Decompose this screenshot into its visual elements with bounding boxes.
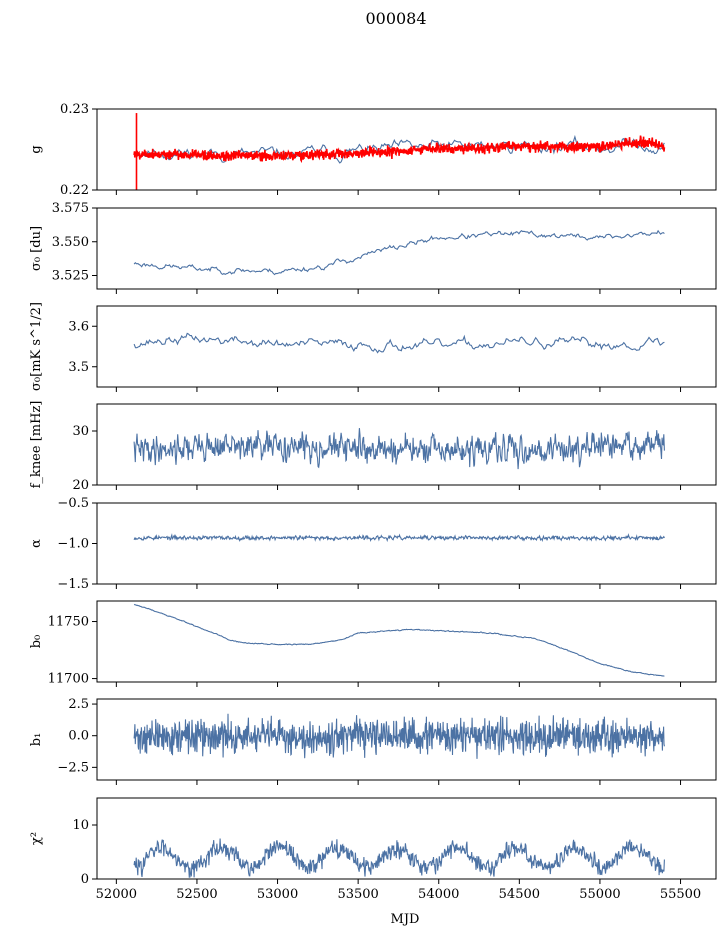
- y-tick-label-fknee: 30: [72, 424, 89, 439]
- y-axis-label-chi2: χ²: [29, 832, 44, 845]
- panel-sigma0-du: 3.525 3.550 3.575 σ₀ [du]: [29, 201, 717, 294]
- panel-sigma0-mk: 3.5 3.6 σ₀[mK s^1/2]: [29, 302, 717, 392]
- axes-frame-b1: [96, 698, 717, 781]
- y-axis-label-alpha: α: [29, 539, 44, 548]
- y-axis-label-fknee: f_knee [mHz]: [29, 401, 44, 489]
- y-tick-label-b1: 0.0: [68, 729, 89, 744]
- y-tick-label-sigma0-du: 3.575: [52, 201, 89, 216]
- y-tick-label-sigma0-du: 3.525: [52, 269, 89, 284]
- series-line-g-0: [133, 134, 665, 164]
- panel-alpha: −1.5 −1.0 −0.5 α: [29, 496, 717, 592]
- y-axis-label-sigma0-mk: σ₀[mK s^1/2]: [29, 302, 44, 391]
- panel-chi2: 0 10 χ²: [29, 797, 717, 887]
- y-axis-label-sigma0-du: σ₀ [du]: [29, 226, 44, 271]
- x-tick-label: 55500: [660, 887, 701, 902]
- x-tick-label: 55000: [579, 887, 620, 902]
- y-tick-label-b1: −2.5: [57, 760, 89, 775]
- axes-frame-b0: [96, 600, 717, 683]
- series-line-sigma0-mk-0: [133, 332, 665, 354]
- y-tick-label-b1: 2.5: [68, 697, 89, 712]
- y-tick-label-chi2: 10: [72, 818, 89, 833]
- series-line-alpha-0: [133, 533, 665, 543]
- panels: 0.22 0.23 g 3.525 3.550 3.575 σ₀ [du] 3.5 3.6 σ₀[…: [29, 102, 717, 902]
- axes-frame-fknee: [96, 403, 717, 486]
- x-tick-label: 52500: [176, 887, 217, 902]
- x-axis-label: MJD: [391, 912, 420, 927]
- y-tick-label-sigma0-du: 3.550: [52, 235, 89, 250]
- series-line-sigma0-du-0: [133, 229, 665, 276]
- y-axis-label-g: g: [29, 145, 44, 153]
- y-tick-label-alpha: −1.0: [57, 537, 89, 552]
- axes-frame-sigma0-mk: [96, 305, 717, 388]
- series-line-b0-0: [133, 603, 665, 677]
- y-axis-label-b0: b₀: [29, 635, 44, 649]
- y-tick-label-alpha: −1.5: [57, 577, 89, 592]
- y-tick-label-chi2: 0: [81, 872, 89, 887]
- series-line-g-1: [133, 135, 666, 164]
- y-tick-label-b0: 11750: [48, 615, 89, 630]
- x-tick-label: 53000: [257, 887, 298, 902]
- series-line-chi2-0: [133, 838, 665, 878]
- y-axis-label-b1: b₁: [29, 733, 44, 747]
- x-tick-label: 53500: [337, 887, 378, 902]
- series-line-b1-0: [133, 713, 665, 759]
- axes-frame-alpha: [96, 502, 717, 585]
- y-tick-label-b0: 11700: [48, 672, 89, 687]
- x-tick-label: 54000: [418, 887, 459, 902]
- y-tick-label-sigma0-mk: 3.6: [68, 319, 89, 334]
- y-tick-label-alpha: −0.5: [57, 496, 89, 511]
- axes-frame-g: [96, 108, 717, 191]
- panel-b1: −2.5 0.0 2.5 b₁: [29, 697, 717, 785]
- panel-b0: 11700 11750 b₀: [29, 600, 717, 687]
- series-line-fknee-0: [133, 428, 665, 470]
- y-tick-label-sigma0-mk: 3.5: [68, 360, 89, 375]
- axes-frame-sigma0-du: [96, 207, 717, 290]
- y-tick-label-g: 0.22: [60, 183, 89, 198]
- x-tick-label: 52000: [96, 887, 137, 902]
- figure-title: 000084: [365, 9, 426, 28]
- x-tick-label: 54500: [499, 887, 540, 902]
- panel-fknee: 20 30 f_knee [mHz]: [29, 401, 717, 493]
- axes-frame-chi2: [96, 797, 717, 880]
- y-tick-label-fknee: 20: [72, 478, 89, 493]
- panel-g: 0.22 0.23 g: [29, 102, 717, 198]
- y-tick-label-g: 0.23: [60, 102, 89, 117]
